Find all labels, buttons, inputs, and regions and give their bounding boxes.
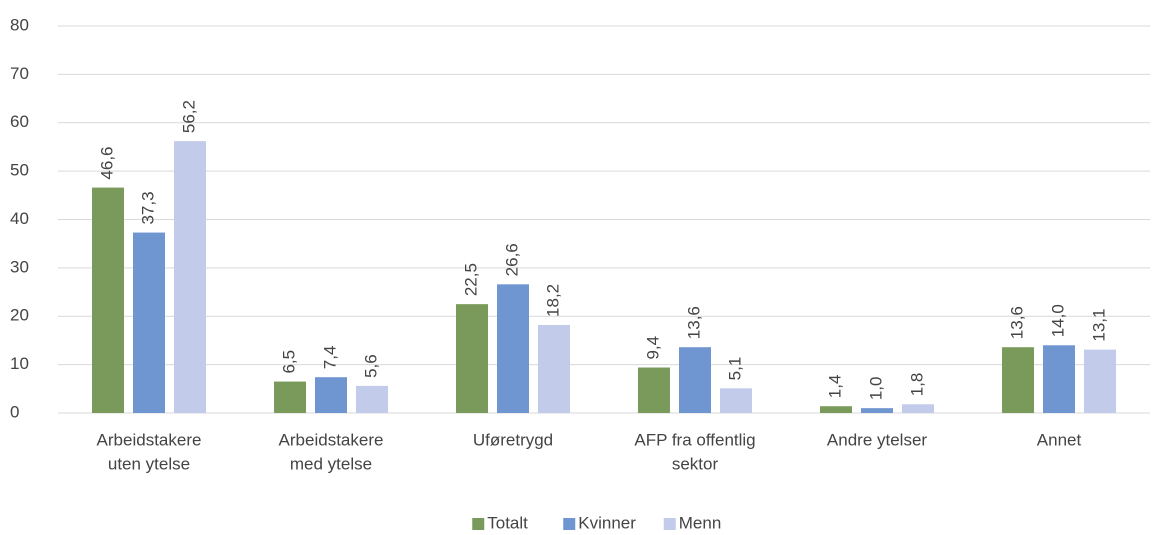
value-label: 5,6 [361, 354, 380, 378]
y-tick-label: 30 [10, 257, 29, 276]
bar [174, 141, 206, 413]
bar [274, 381, 306, 413]
bar [720, 388, 752, 413]
x-tick-label: uten ytelse [108, 454, 190, 473]
bar [820, 406, 852, 413]
x-tick-label: sektor [672, 454, 719, 473]
x-tick-label: Uføretrygd [473, 430, 553, 449]
legend-swatch [663, 518, 676, 530]
y-tick-label: 0 [10, 402, 19, 421]
x-tick-label: Arbeidstakere [97, 430, 202, 449]
bar [538, 324, 570, 413]
value-label: 37,3 [138, 191, 157, 224]
bar [497, 284, 529, 413]
bar [902, 404, 934, 413]
value-label: 26,6 [502, 243, 521, 276]
value-label: 13,6 [1007, 306, 1026, 339]
x-tick-label: Arbeidstakere [279, 430, 384, 449]
bar [356, 385, 388, 413]
x-tick-label: Annet [1037, 430, 1082, 449]
value-label: 7,4 [320, 346, 339, 370]
value-label: 5,1 [725, 357, 744, 381]
value-label: 1,0 [866, 377, 885, 401]
y-tick-label: 20 [10, 306, 29, 325]
legend-swatch [563, 518, 576, 530]
y-tick-label: 50 [10, 161, 29, 180]
value-label: 22,5 [461, 263, 480, 296]
legend-swatch [472, 518, 485, 530]
legend-label: Kvinner [578, 513, 636, 532]
bar [456, 304, 488, 413]
bar [315, 377, 347, 413]
bar [861, 408, 893, 413]
bar [1084, 349, 1116, 413]
y-tick-label: 80 [10, 15, 29, 34]
bar [638, 367, 670, 413]
legend-label: Totalt [487, 513, 528, 532]
value-label: 14,0 [1048, 304, 1067, 337]
x-tick-label: Andre ytelser [827, 430, 927, 449]
bar [1002, 347, 1034, 413]
y-tick-label: 40 [10, 209, 29, 228]
y-tick-label: 60 [10, 112, 29, 131]
bar [92, 187, 124, 413]
x-tick-label: AFP fra offentlig [634, 430, 755, 449]
y-tick-label: 70 [10, 64, 29, 83]
value-label: 13,1 [1089, 309, 1108, 342]
value-label: 18,2 [543, 284, 562, 317]
value-label: 1,4 [825, 375, 844, 399]
x-tick-label: med ytelse [290, 454, 372, 473]
bar [1043, 345, 1075, 413]
bar [133, 232, 165, 413]
bar [679, 347, 711, 413]
y-tick-label: 10 [10, 354, 29, 373]
value-label: 13,6 [684, 306, 703, 339]
value-label: 9,4 [643, 336, 662, 360]
value-label: 46,6 [97, 146, 116, 179]
value-label: 56,2 [179, 100, 198, 133]
legend-label: Menn [679, 513, 722, 532]
value-label: 6,5 [279, 350, 298, 374]
value-label: 1,8 [907, 373, 926, 397]
